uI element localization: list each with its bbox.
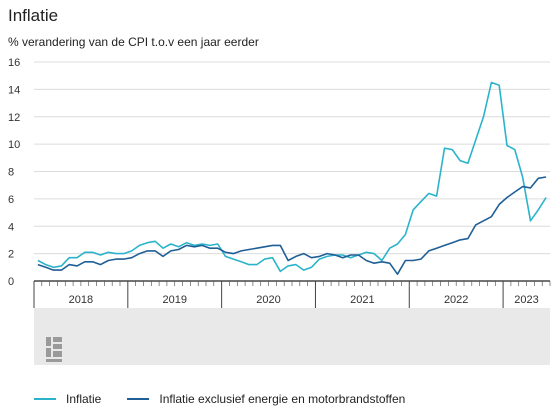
legend-label-kern: Inflatie exclusief energie en motorbrand… <box>159 392 406 406</box>
x-tick-label-2018: 2018 <box>69 294 93 306</box>
y-tick-label-6: 6 <box>8 194 14 206</box>
logo-bar <box>53 351 62 357</box>
x-tick-label-2021: 2021 <box>350 294 374 306</box>
series-line-inflatie <box>37 81 547 273</box>
y-axis-ticks: 0 2 4 6 8 10 12 14 16 <box>8 57 20 288</box>
logo-bar <box>53 337 62 342</box>
series-line-kern <box>37 176 547 276</box>
y-tick-label-16: 16 <box>8 57 20 69</box>
x-axis: 2018 2019 2020 2021 2022 2023 <box>33 280 551 365</box>
chart-legend: Inflatie Inflatie exclusief energie en m… <box>34 392 431 406</box>
y-tick-label-2: 2 <box>8 249 14 261</box>
y-tick-label-0: 0 <box>8 276 14 288</box>
legend-item-inflatie[interactable]: Inflatie <box>34 392 101 406</box>
logo-bar <box>46 359 62 362</box>
x-tick-label-2022: 2022 <box>444 294 468 306</box>
y-tick-label-14: 14 <box>8 84 20 96</box>
chart-title: Inflatie <box>8 6 59 25</box>
y-tick-label-12: 12 <box>8 112 20 124</box>
y-tick-label-4: 4 <box>8 221 14 233</box>
y-tick-label-10: 10 <box>8 139 20 151</box>
legend-label-inflatie: Inflatie <box>66 392 102 406</box>
legend-swatch-inflatie <box>34 398 56 400</box>
legend-swatch-kern <box>127 398 150 400</box>
line-chart: 0 2 4 6 8 10 12 14 16 2018 2019 2020 2021 2022 2023 <box>8 57 551 365</box>
x-tick-label-2020: 2020 <box>256 294 280 306</box>
legend-item-kern[interactable]: Inflatie exclusief energie en motorbrand… <box>127 392 405 406</box>
x-tick-label-2019: 2019 <box>162 294 186 306</box>
gridlines <box>34 61 550 255</box>
y-tick-label-8: 8 <box>8 167 14 179</box>
logo-bar <box>53 344 62 349</box>
chart-series <box>37 81 547 276</box>
chart-footer-band <box>34 308 550 365</box>
logo-bar <box>46 337 51 346</box>
chart-subtitle: % verandering van de CPI t.o.v een jaar … <box>8 35 259 49</box>
x-tick-label-2023: 2023 <box>514 294 538 306</box>
cbs-logo-icon <box>46 337 62 362</box>
logo-bar <box>46 348 51 357</box>
